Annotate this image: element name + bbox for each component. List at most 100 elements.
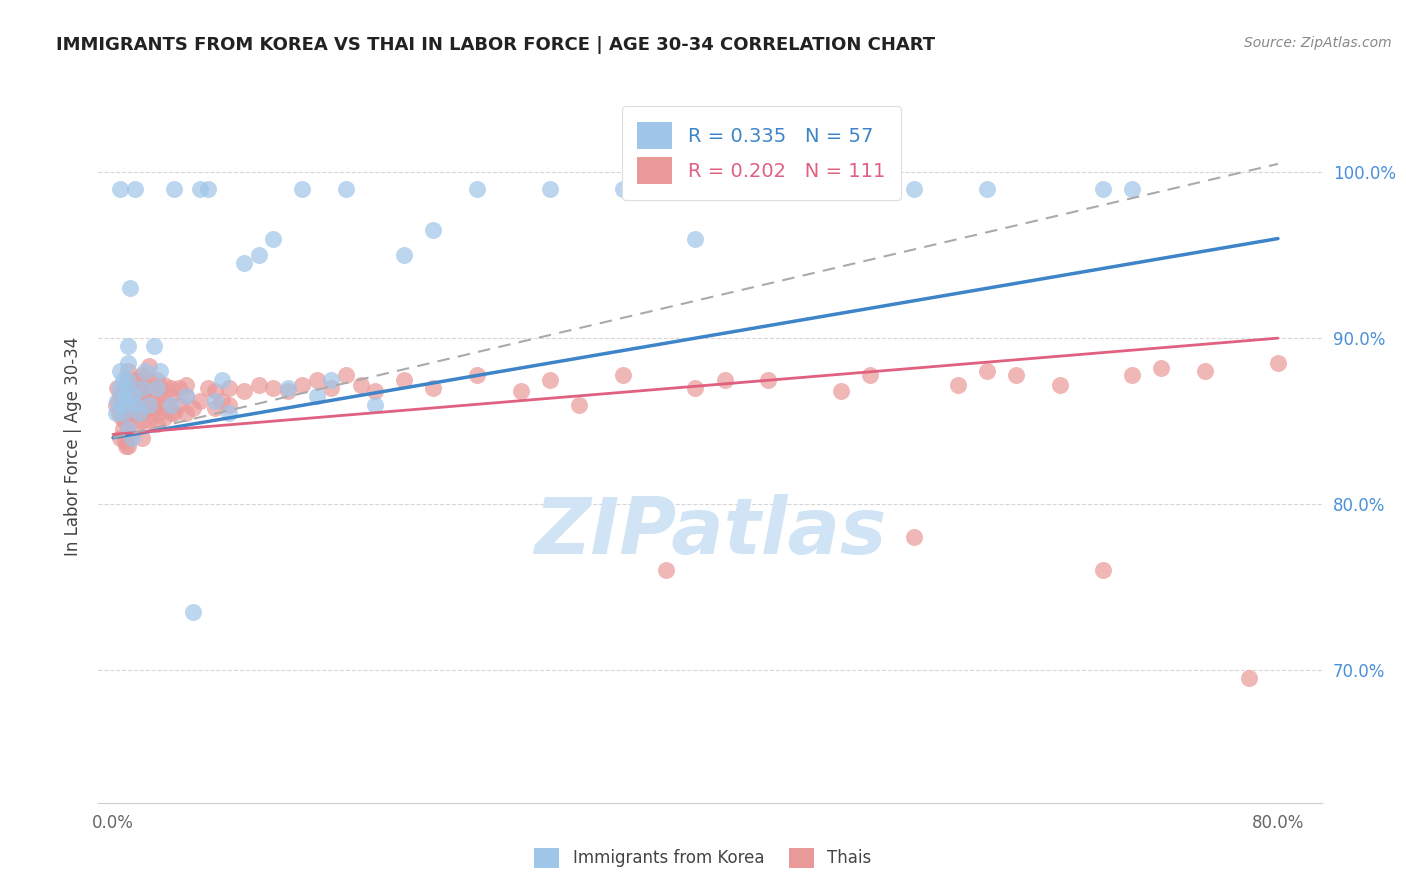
Point	[1150, 361, 1173, 376]
Point	[685, 381, 707, 395]
Point	[128, 373, 150, 387]
Point	[612, 368, 634, 382]
Point	[117, 406, 139, 420]
Point	[131, 431, 153, 445]
Point	[145, 373, 167, 387]
Point	[859, 368, 882, 382]
Point	[1194, 364, 1216, 378]
Point	[305, 373, 328, 387]
Point	[364, 384, 387, 399]
Point	[110, 364, 132, 378]
Point	[112, 406, 135, 420]
Point	[124, 373, 146, 387]
Point	[110, 389, 132, 403]
Point	[262, 231, 284, 245]
Point	[538, 373, 561, 387]
Point	[104, 397, 127, 411]
Point	[211, 394, 233, 409]
Point	[117, 422, 139, 436]
Point	[211, 373, 233, 387]
Point	[115, 381, 138, 395]
Point	[145, 397, 167, 411]
Text: Source: ZipAtlas.com: Source: ZipAtlas.com	[1244, 36, 1392, 50]
Point	[174, 389, 197, 403]
Point	[167, 381, 190, 395]
Point	[291, 182, 314, 196]
Point	[134, 364, 156, 378]
Point	[903, 182, 925, 196]
Point	[1121, 182, 1143, 196]
Point	[117, 431, 139, 445]
Point	[465, 368, 488, 382]
Point	[830, 384, 852, 399]
Point	[142, 339, 165, 353]
Point	[153, 394, 176, 409]
Point	[153, 377, 176, 392]
Point	[321, 373, 343, 387]
Point	[1121, 368, 1143, 382]
Point	[713, 373, 735, 387]
Point	[122, 389, 145, 403]
Point	[1092, 182, 1115, 196]
Point	[117, 389, 139, 403]
Point	[138, 389, 160, 403]
Point	[117, 373, 139, 387]
Point	[204, 394, 226, 409]
Point	[335, 182, 357, 196]
Point	[218, 397, 240, 411]
Point	[121, 406, 143, 420]
Point	[138, 397, 160, 411]
Point	[124, 381, 146, 395]
Point	[247, 248, 270, 262]
Point	[277, 381, 299, 395]
Point	[1267, 356, 1289, 370]
Point	[756, 373, 779, 387]
Point	[117, 373, 139, 387]
Point	[160, 381, 183, 395]
Point	[125, 397, 148, 411]
Point	[1237, 671, 1260, 685]
Point	[138, 401, 160, 415]
Point	[131, 368, 153, 382]
Point	[145, 381, 167, 395]
Point	[131, 406, 153, 420]
Point	[538, 182, 561, 196]
Point	[127, 381, 149, 395]
Point	[465, 182, 488, 196]
Point	[167, 397, 190, 411]
Point	[124, 422, 146, 436]
Point	[104, 406, 127, 420]
Point	[105, 394, 128, 409]
Point	[138, 414, 160, 428]
Point	[655, 564, 678, 578]
Point	[830, 182, 852, 196]
Point	[111, 410, 134, 425]
Point	[111, 397, 134, 411]
Point	[145, 417, 167, 432]
Point	[349, 377, 371, 392]
Point	[120, 397, 142, 411]
Point	[181, 401, 204, 415]
Text: IMMIGRANTS FROM KOREA VS THAI IN LABOR FORCE | AGE 30-34 CORRELATION CHART: IMMIGRANTS FROM KOREA VS THAI IN LABOR F…	[56, 36, 935, 54]
Point	[105, 381, 128, 395]
Point	[131, 394, 153, 409]
Point	[114, 381, 136, 395]
Point	[568, 397, 591, 411]
Point	[233, 256, 256, 270]
Point	[153, 410, 176, 425]
Point	[174, 377, 197, 392]
Point	[335, 368, 357, 382]
Point	[117, 439, 139, 453]
Point	[277, 384, 299, 399]
Point	[121, 431, 143, 445]
Y-axis label: In Labor Force | Age 30-34: In Labor Force | Age 30-34	[63, 336, 82, 556]
Point	[117, 356, 139, 370]
Point	[110, 182, 132, 196]
Point	[125, 397, 148, 411]
Point	[128, 406, 150, 420]
Point	[112, 406, 135, 420]
Point	[117, 364, 139, 378]
Point	[112, 422, 135, 436]
Point	[124, 182, 146, 196]
Point	[262, 381, 284, 395]
